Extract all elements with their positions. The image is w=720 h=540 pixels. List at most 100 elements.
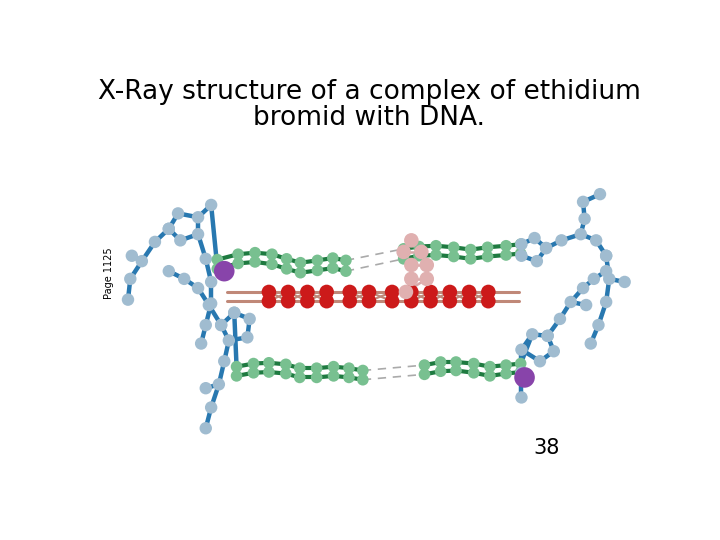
Point	[213, 380, 225, 389]
Point	[263, 368, 274, 376]
Point	[312, 266, 323, 275]
Point	[398, 245, 410, 253]
Point	[482, 297, 494, 306]
Point	[231, 372, 243, 380]
Point	[205, 201, 217, 210]
Point	[484, 372, 495, 380]
Point	[212, 265, 223, 273]
Point	[280, 369, 292, 378]
Point	[468, 359, 480, 368]
Point	[311, 373, 323, 382]
Point	[312, 256, 323, 265]
Point	[534, 357, 546, 366]
Point	[302, 288, 313, 296]
Point	[528, 234, 540, 242]
Point	[450, 366, 462, 375]
Point	[516, 346, 527, 354]
Point	[327, 264, 338, 272]
Point	[400, 288, 412, 296]
Point	[405, 236, 417, 245]
Point	[580, 301, 592, 309]
Point	[263, 297, 274, 306]
Point	[163, 225, 174, 233]
Point	[294, 268, 306, 277]
Point	[500, 369, 512, 378]
Point	[482, 252, 493, 261]
Point	[516, 240, 527, 248]
Point	[294, 364, 305, 373]
Point	[431, 241, 442, 250]
Text: X-Ray structure of a complex of ethidium: X-Ray structure of a complex of ethidium	[98, 79, 640, 105]
Point	[266, 250, 278, 259]
Point	[600, 252, 612, 260]
Point	[266, 260, 278, 268]
Point	[263, 359, 274, 367]
Point	[163, 225, 174, 233]
Point	[327, 254, 338, 262]
Point	[398, 247, 410, 256]
Point	[421, 274, 433, 283]
Point	[556, 236, 567, 245]
Point	[526, 330, 538, 339]
Point	[218, 357, 230, 366]
Point	[249, 248, 261, 257]
Point	[281, 254, 292, 263]
Point	[163, 267, 174, 275]
Point	[228, 308, 240, 317]
Point	[419, 361, 431, 369]
Point	[450, 357, 462, 366]
Point	[200, 321, 212, 329]
Point	[364, 297, 375, 306]
Point	[500, 361, 512, 369]
Point	[575, 230, 587, 239]
Point	[328, 362, 339, 371]
Point	[126, 252, 138, 260]
Point	[588, 274, 600, 283]
Point	[364, 288, 375, 296]
Point	[464, 297, 475, 306]
Point	[425, 288, 436, 296]
Point	[542, 332, 554, 340]
Point	[280, 360, 292, 369]
Point	[448, 252, 459, 261]
Point	[464, 288, 475, 296]
Point	[540, 244, 552, 252]
Point	[244, 315, 256, 323]
Point	[548, 347, 559, 355]
Point	[482, 288, 494, 296]
Point	[344, 288, 356, 296]
Point	[444, 288, 456, 296]
Point	[387, 297, 398, 306]
Point	[405, 261, 417, 269]
Point	[435, 357, 446, 366]
Point	[500, 251, 512, 259]
Point	[192, 213, 204, 221]
Text: 38: 38	[533, 437, 559, 457]
Point	[600, 298, 612, 306]
Point	[231, 362, 243, 371]
Point	[600, 252, 612, 260]
Text: bromid with DNA.: bromid with DNA.	[253, 105, 485, 131]
Point	[321, 288, 333, 296]
Point	[149, 238, 161, 246]
Point	[344, 297, 356, 306]
Point	[515, 249, 526, 258]
Point	[465, 254, 477, 263]
Point	[215, 321, 227, 329]
Point	[200, 424, 212, 433]
Point	[294, 258, 306, 267]
Point	[413, 242, 425, 251]
Point	[357, 366, 369, 375]
Point	[248, 368, 259, 377]
Point	[343, 373, 355, 382]
Point	[448, 243, 459, 252]
Point	[125, 274, 136, 283]
Point	[387, 288, 398, 296]
Point	[192, 284, 204, 293]
Point	[249, 258, 261, 266]
Point	[205, 299, 217, 308]
Point	[357, 375, 369, 384]
Point	[516, 393, 527, 402]
Point	[195, 339, 207, 348]
Point	[465, 245, 477, 254]
